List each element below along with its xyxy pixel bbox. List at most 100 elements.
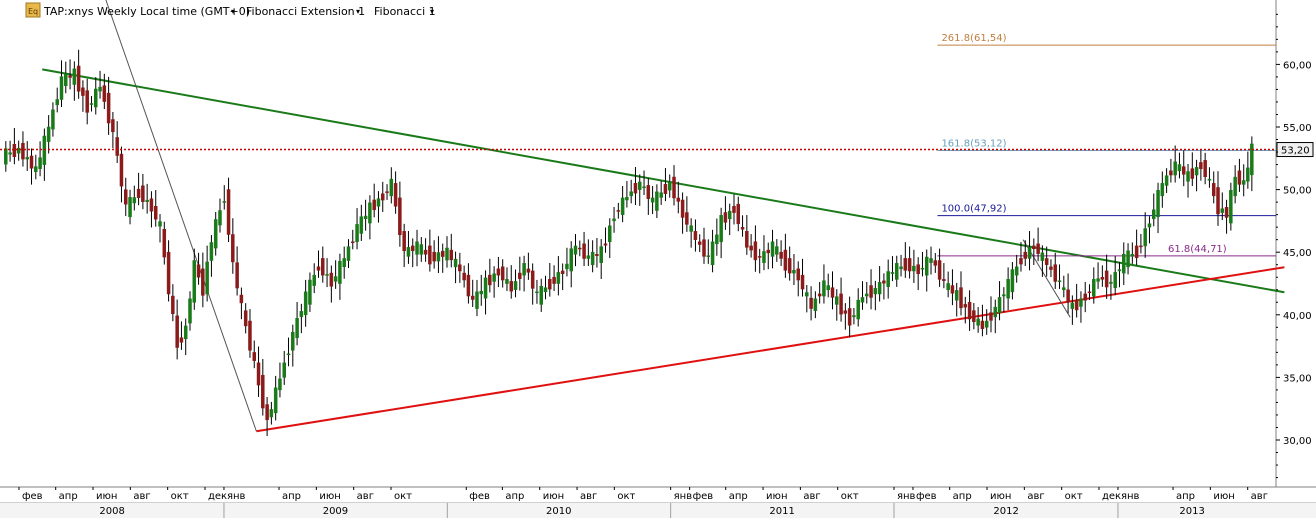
x-tick-label: фев [916,491,937,502]
candle-body [243,310,248,327]
candle-body [385,191,389,193]
candle-body [1074,299,1079,311]
x-tick-label: авг [580,491,597,502]
candle-body [12,144,17,157]
candle-body [1036,243,1040,254]
candle-body [976,318,980,326]
candle-body [59,76,64,100]
candle-body [787,258,792,274]
candle-body [1169,170,1173,176]
candle-body [29,155,34,169]
candle-body [929,258,933,263]
candle-body [1173,161,1177,176]
indicator-fibonacci[interactable]: Fibonacci 1 [374,5,436,18]
symbol-dropdown-icon[interactable]: ▾ [231,7,235,16]
x-tick-label: янв [897,491,916,502]
candle-body [967,301,972,320]
candle-body [1122,254,1126,274]
candle-body [273,387,278,414]
candle-body [68,75,72,78]
candle-body [612,218,616,222]
candle-body [201,268,205,296]
candle-body [432,251,436,262]
candle-body [1164,175,1169,186]
candle-body [496,268,501,276]
candle-body [1186,171,1190,182]
logo-icon[interactable] [25,2,41,18]
candle-body [805,292,809,297]
candle-body [1160,183,1165,197]
candle-body [1087,291,1092,294]
x-year-label: 2013 [1179,506,1204,517]
candle-body [633,183,638,194]
candle-body [406,247,411,257]
candle-body [1233,176,1237,197]
candle-body [1066,289,1070,302]
candle-body [351,241,355,243]
candle-body [81,87,85,96]
candle-body [419,244,424,255]
candle-body [800,274,805,290]
candle-body [500,266,505,281]
candle-body [286,353,291,356]
candle-body [141,185,145,202]
candle-body [569,248,573,272]
x-year-label: 2011 [769,506,794,517]
candle-body [543,287,548,293]
candle-body [1181,166,1186,175]
candle-body [51,109,55,130]
candle-body [1023,251,1028,259]
candle-body [882,280,886,284]
candle-body [295,318,299,339]
candle-body [933,260,938,266]
candle-body [1113,272,1117,288]
candle-body [736,203,741,224]
indicator-1-dropdown-icon[interactable]: ▾ [356,7,360,16]
candle-body [1027,247,1032,259]
indicator-2-dropdown-icon[interactable]: ▾ [430,7,434,16]
candle-body [38,157,42,169]
candle-body [608,225,612,243]
candle-body [886,271,890,287]
candle-body [757,256,762,258]
candle-body [659,192,663,198]
chart-header[interactable]: Eq TAP:xnys Weekly Local time (GMT+0) ▾ … [25,2,436,18]
candle-body [239,294,244,304]
candle-body [839,293,843,315]
indicator-fib-extension[interactable]: Fibonacci Extension 1 [246,5,365,18]
x-tick-label: июн [990,491,1011,502]
x-year-label: 2012 [993,506,1018,517]
symbol-label[interactable]: TAP:xnys Weekly Local time (GMT+0) [43,5,250,18]
candle-body [1250,143,1254,176]
candle-body [697,241,702,245]
candle-body [620,197,625,215]
x-tick-label: апр [59,491,78,502]
candle-body [505,279,509,284]
candle-body [222,201,227,203]
candle-body [959,287,963,309]
resistance-trendline [42,68,1285,294]
candle-body [312,274,316,286]
candle-body [916,264,920,275]
candle-body [415,241,419,255]
candle-body [389,178,394,197]
candle-body [946,283,950,291]
candle-body [1126,250,1130,268]
candle-body [676,197,681,202]
candle-body [1109,281,1113,284]
candle-body [231,234,235,263]
candle-body [1203,160,1207,178]
swing-line-1-trendline [105,0,257,432]
candle-body [980,320,985,329]
candle-body [702,239,706,257]
candle-body [252,352,256,361]
candle-body [912,265,916,272]
candle-body [1224,207,1229,218]
x-tick-label: апр [505,491,524,502]
candle-body [1211,183,1216,197]
candle-body [509,281,514,292]
candle-body [248,320,252,351]
candle-body [1216,187,1220,215]
